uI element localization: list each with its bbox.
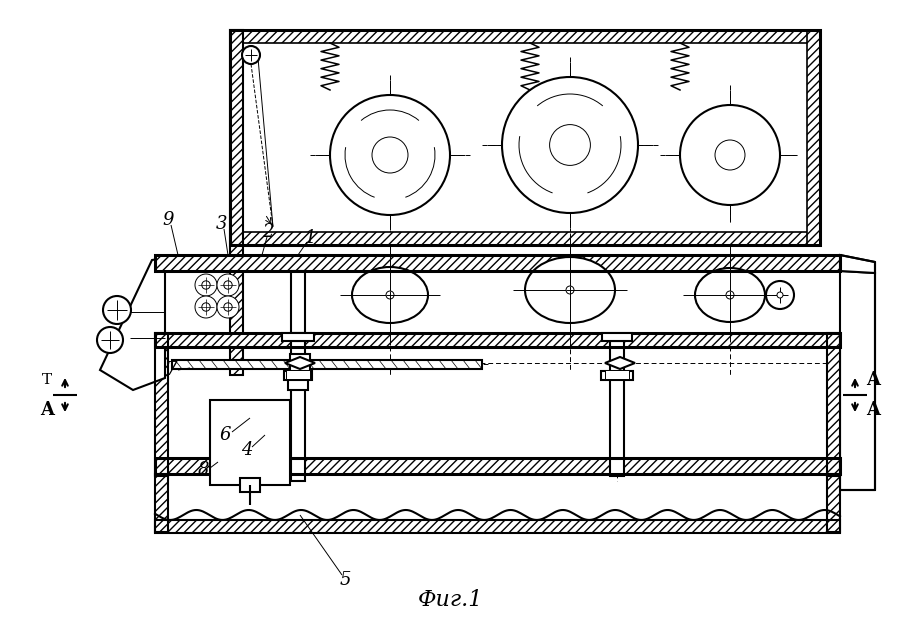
Bar (155, 474, 168, 532)
Bar (827, 474, 840, 532)
Ellipse shape (525, 257, 615, 323)
Circle shape (97, 327, 123, 353)
Text: A: A (40, 401, 54, 419)
Polygon shape (840, 271, 875, 490)
Ellipse shape (695, 268, 765, 322)
Circle shape (550, 125, 590, 165)
Text: 8: 8 (197, 461, 209, 479)
Bar (284, 371, 312, 380)
Circle shape (766, 281, 794, 309)
Circle shape (386, 291, 394, 299)
Text: 9: 9 (162, 211, 174, 229)
Bar (155, 520, 840, 533)
Circle shape (777, 292, 783, 298)
Text: Фиг.1: Фиг.1 (418, 589, 482, 611)
Circle shape (242, 46, 260, 64)
Bar (155, 333, 168, 476)
Circle shape (217, 274, 239, 296)
Circle shape (195, 274, 217, 296)
Circle shape (726, 291, 734, 299)
Bar (291, 271, 305, 333)
Bar (282, 333, 314, 341)
Circle shape (372, 137, 408, 173)
Bar (155, 333, 840, 347)
Ellipse shape (352, 267, 428, 323)
Circle shape (224, 303, 232, 311)
Bar (230, 30, 820, 43)
Bar (155, 255, 840, 271)
Bar (230, 30, 243, 375)
Text: A: A (866, 371, 880, 389)
Bar (602, 333, 632, 341)
Bar (605, 370, 629, 379)
Circle shape (566, 286, 574, 294)
Bar (155, 255, 840, 271)
Circle shape (224, 281, 232, 289)
Text: 7: 7 (166, 361, 178, 379)
Bar (230, 30, 820, 245)
Bar (610, 341, 624, 476)
Bar (291, 341, 305, 481)
Bar (230, 30, 243, 245)
Circle shape (103, 296, 131, 324)
Bar (290, 354, 310, 374)
Bar (601, 371, 633, 380)
Polygon shape (840, 255, 875, 273)
Text: 4: 4 (241, 441, 253, 459)
Circle shape (202, 281, 211, 289)
Text: T: T (42, 373, 52, 387)
Bar (155, 458, 840, 474)
Bar (827, 333, 840, 476)
Text: A: A (866, 401, 880, 419)
Bar (286, 370, 310, 379)
Bar (155, 333, 840, 347)
Bar (240, 478, 260, 492)
Circle shape (502, 77, 638, 213)
Polygon shape (605, 357, 635, 369)
Bar (172, 360, 482, 369)
Circle shape (217, 296, 239, 318)
Text: 6: 6 (220, 426, 230, 444)
Text: 5: 5 (339, 571, 351, 589)
Bar (230, 232, 820, 245)
Bar (155, 474, 168, 532)
Bar (827, 333, 840, 476)
Polygon shape (285, 357, 315, 369)
Circle shape (715, 140, 745, 170)
Circle shape (680, 105, 780, 205)
Bar (155, 333, 168, 476)
Bar (155, 458, 840, 474)
Text: 3: 3 (216, 215, 228, 233)
Text: 1: 1 (304, 229, 316, 247)
Circle shape (202, 303, 211, 311)
Circle shape (195, 296, 217, 318)
Bar (210, 400, 290, 485)
Text: 2: 2 (262, 223, 274, 241)
Circle shape (330, 95, 450, 215)
Bar (288, 380, 308, 390)
Polygon shape (100, 258, 165, 390)
Bar (807, 30, 820, 245)
Bar (827, 474, 840, 532)
Bar (155, 520, 840, 533)
Bar (230, 30, 243, 375)
